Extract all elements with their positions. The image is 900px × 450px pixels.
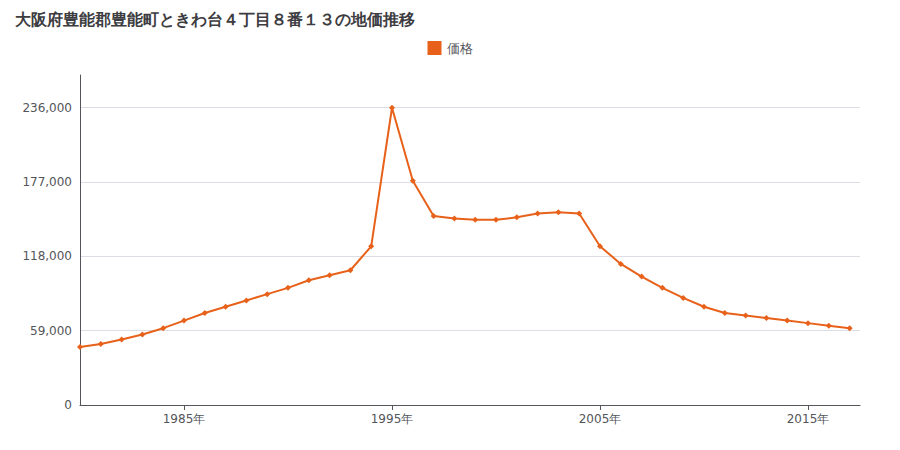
svg-text:1995年: 1995年 — [371, 412, 414, 426]
svg-text:236,000: 236,000 — [22, 101, 72, 115]
svg-text:大阪府豊能郡豊能町ときわ台４丁目８番１３の地価推移: 大阪府豊能郡豊能町ときわ台４丁目８番１３の地価推移 — [15, 10, 415, 29]
svg-text:59,000: 59,000 — [30, 324, 72, 338]
svg-text:118,000: 118,000 — [22, 249, 72, 263]
svg-text:1985年: 1985年 — [163, 412, 206, 426]
svg-text:2005年: 2005年 — [579, 412, 622, 426]
svg-text:2015年: 2015年 — [787, 412, 830, 426]
svg-text:0: 0 — [64, 398, 72, 412]
svg-text:価格: 価格 — [447, 41, 473, 56]
svg-text:177,000: 177,000 — [22, 175, 72, 189]
